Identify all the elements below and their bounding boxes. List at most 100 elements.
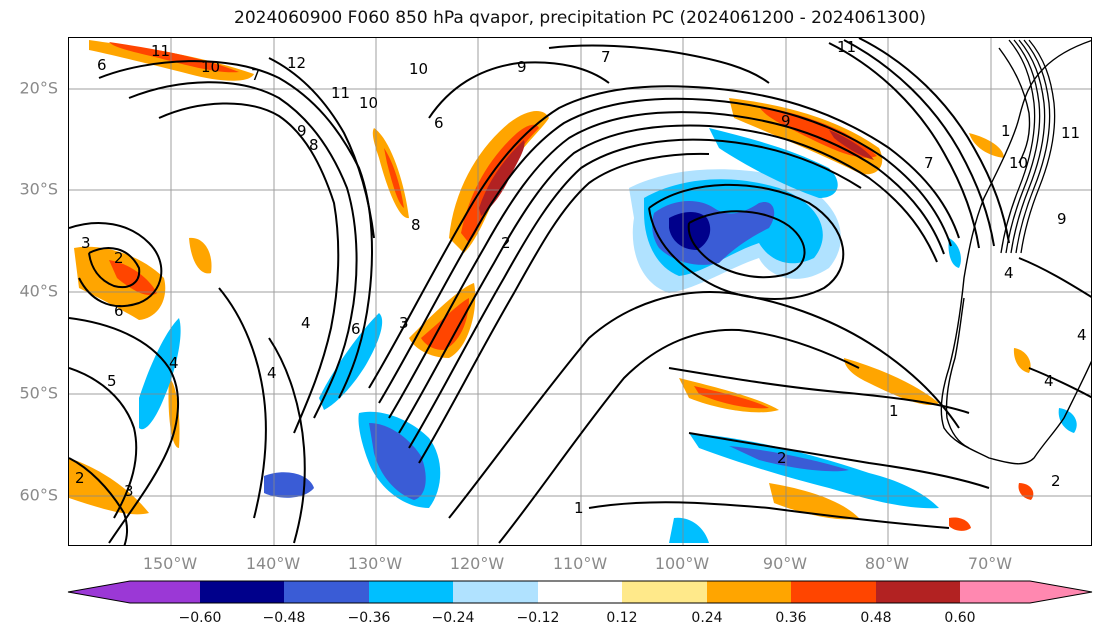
lon-label-80w: 80°W	[864, 554, 910, 573]
coastline	[940, 39, 1091, 465]
contour-label: 1	[1001, 122, 1011, 140]
contour-label: 10	[1009, 154, 1028, 172]
precip-patch-coast-e	[1013, 348, 1031, 373]
contour-ne-arc-2	[843, 39, 995, 247]
contour-low-ring-2	[687, 210, 806, 279]
contour-label: 3	[124, 482, 134, 500]
precip-patch-se-small	[1018, 483, 1034, 500]
contour-central-ridge-3	[388, 111, 945, 419]
contour-label: 9	[781, 112, 791, 130]
contour-mid-west-1	[218, 287, 267, 519]
colorbar-segment	[538, 581, 622, 603]
contour-label: 9	[1057, 210, 1067, 228]
qvapor-contours	[69, 38, 1091, 545]
contour-label: 4	[267, 364, 277, 382]
contour-south-trough-1	[448, 291, 960, 519]
colorbar-extend-max	[1030, 581, 1092, 603]
lon-label-120w: 120°W	[449, 554, 505, 573]
colorbar-segment	[130, 581, 200, 603]
colorbar-tick-label: 0.48	[860, 610, 892, 626]
colorbar-outline	[67, 580, 1093, 604]
contour-label: 6	[97, 56, 107, 74]
precip-patch-ne-corner	[969, 133, 1004, 158]
contour-north-lobe	[428, 61, 610, 119]
contour-label: 9	[297, 122, 307, 140]
colorbar-tick-label: −0.48	[262, 610, 306, 626]
contour-label: 3	[399, 314, 409, 332]
lon-label-70w: 70°W	[967, 554, 1013, 573]
precip-patch-western-small	[189, 237, 212, 274]
contour-label: 10	[409, 60, 428, 78]
contour-label: 2	[777, 449, 787, 467]
coast-south-america	[940, 39, 1091, 465]
contour-west-low-1	[69, 317, 180, 544]
colorbar-segment	[791, 581, 876, 603]
precip-neg-south-blob-core	[369, 423, 426, 500]
precip-neg-se-right	[1058, 408, 1077, 433]
map-panel: 6 11 10 7 12 11 9 10 9 7 11 9 8 10 3 2 6…	[68, 37, 1092, 546]
contour-label: 5	[107, 372, 117, 390]
contour-label-layer: 6 11 10 7 12 11 9 10 9 7 11 9 8 10 3 2 6…	[75, 38, 1087, 517]
contour-label: 2	[114, 249, 124, 267]
contour-s-zonal-2	[688, 432, 990, 489]
contour-label: 3	[81, 234, 91, 252]
colorbar-segments	[68, 581, 1092, 603]
contour-label: 11	[837, 38, 856, 56]
andes-contour-bundle	[1000, 39, 1056, 254]
colorbar-segment	[200, 581, 284, 603]
contour-label: 1	[889, 402, 899, 420]
contour-label: 2	[75, 469, 85, 487]
colorbar-segment	[960, 581, 1030, 603]
colorbar-tick-label: −0.60	[178, 610, 222, 626]
lon-label-110w: 110°W	[552, 554, 608, 573]
colorbar-tick-label: −0.24	[431, 610, 475, 626]
colorbar-tick-label: −0.12	[516, 610, 560, 626]
contour-west-low-2	[69, 367, 138, 519]
coast-chile-fjords	[945, 297, 970, 449]
contour-south-trough-2	[498, 328, 860, 544]
precip-patch-s-band-core	[694, 386, 769, 409]
lat-label-40s: 40°S	[19, 281, 58, 301]
contour-label: 2	[1051, 472, 1061, 490]
colorbar-segment	[453, 581, 538, 603]
colorbar-segment	[284, 581, 369, 603]
contour-nw-arc-4	[268, 57, 375, 239]
contour-central-ridge-4	[398, 124, 938, 434]
lon-label-130w: 130°W	[347, 554, 403, 573]
contour-west-low-3	[69, 457, 128, 545]
coast-north	[998, 47, 1031, 164]
precip-patch-ne-band-max	[829, 130, 874, 160]
contour-central-ridge-6	[418, 152, 710, 464]
contour-label: 2	[501, 234, 511, 252]
contour-label: 11	[1061, 124, 1080, 142]
lon-label-90w: 90°W	[762, 554, 808, 573]
contour-low-ring-1	[648, 183, 845, 300]
contour-label: 11	[331, 84, 350, 102]
lon-label-140w: 140°W	[245, 554, 301, 573]
contour-label: 1	[574, 499, 584, 517]
contour-nw-arc-3	[158, 102, 340, 434]
precip-patch-s-mid	[769, 483, 859, 520]
contour-west-gyre-inner	[88, 247, 141, 288]
colorbar-extend-min	[68, 581, 130, 603]
colorbar-segment	[707, 581, 791, 603]
precip-neg-diag-band	[319, 313, 383, 410]
lat-label-50s: 50°S	[19, 383, 58, 403]
contour-label: 8	[309, 136, 319, 154]
colorbar-tick-label: 0.24	[691, 610, 723, 626]
contour-label: 12	[287, 54, 306, 72]
contour-label: 10	[359, 94, 378, 112]
contour-label: 4	[1044, 372, 1054, 390]
map-canvas: 6 11 10 7 12 11 9 10 9 7 11 9 8 10 3 2 6…	[69, 38, 1091, 545]
contour-mid-west-2	[268, 337, 306, 544]
contour-label: 4	[301, 314, 311, 332]
contour-label: 7	[251, 66, 261, 84]
plot-title: 2024060900 F060 850 hPa qvapor, precipit…	[234, 8, 926, 28]
precip-patch-central-arc-max	[479, 140, 525, 216]
contour-s-zonal-3	[588, 501, 950, 529]
contour-central-ridge-5	[408, 138, 862, 449]
graticule	[69, 38, 1091, 545]
lat-label-30s: 30°S	[19, 179, 58, 199]
precip-neg-bottom	[669, 517, 709, 543]
contour-label: 4	[169, 354, 179, 372]
